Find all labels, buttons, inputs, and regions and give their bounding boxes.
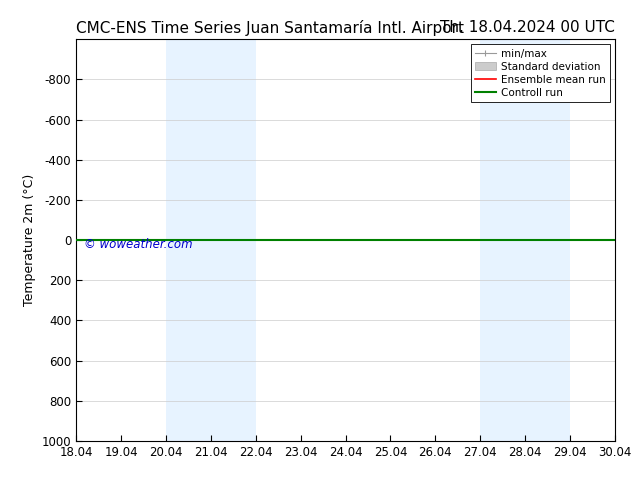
Text: © woweather.com: © woweather.com bbox=[84, 238, 193, 251]
Text: Th. 18.04.2024 00 UTC: Th. 18.04.2024 00 UTC bbox=[440, 20, 615, 35]
Legend: min/max, Standard deviation, Ensemble mean run, Controll run: min/max, Standard deviation, Ensemble me… bbox=[470, 45, 610, 102]
Bar bbox=[166, 39, 256, 441]
Y-axis label: Temperature 2m (°C): Temperature 2m (°C) bbox=[23, 174, 36, 306]
Text: CMC-ENS Time Series Juan Santamaría Intl. Airport: CMC-ENS Time Series Juan Santamaría Intl… bbox=[76, 20, 464, 36]
Bar bbox=[480, 39, 570, 441]
